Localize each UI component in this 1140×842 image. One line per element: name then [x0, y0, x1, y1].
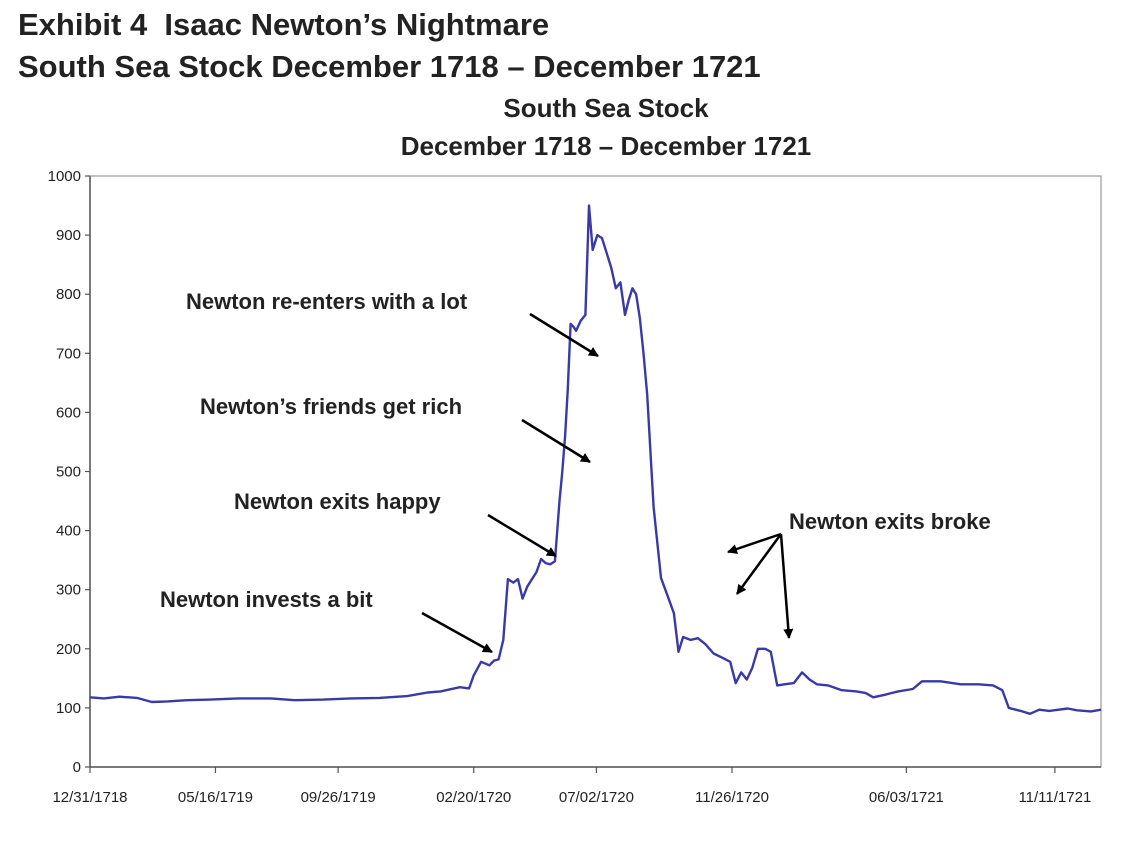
chart-title-line-1: South Sea Stock	[503, 93, 709, 123]
plot-area-frame	[89, 175, 1102, 768]
series-line-south-sea-stock	[89, 204, 1102, 715]
annotation-friends-get-rich-label: Newton’s friends get rich	[200, 394, 462, 419]
y-tick-label: 600	[56, 404, 81, 421]
y-tick-label: 200	[56, 641, 81, 658]
y-tick-label: 0	[73, 759, 81, 776]
annotation-re-enters-label: Newton re-enters with a lot	[186, 289, 468, 314]
annotation-exits-happy-arrow	[487, 513, 557, 558]
x-tick-label: 09/26/1719	[301, 789, 376, 806]
y-tick-label: 400	[56, 523, 81, 540]
y-tick-label: 1000	[48, 168, 81, 185]
annotation-exits-broke-label: Newton exits broke	[789, 509, 991, 534]
annotation-re-enters: Newton re-enters with a lot	[186, 289, 599, 358]
exhibit-title-line-2: South Sea Stock December 1718 – December…	[18, 49, 761, 84]
y-tick-label: 100	[56, 700, 81, 717]
y-tick-label: 900	[56, 227, 81, 244]
annotation-exits-happy: Newton exits happy	[234, 489, 557, 558]
annotation-invests-a-bit-label: Newton invests a bit	[160, 587, 373, 612]
y-tick-label: 300	[56, 582, 81, 599]
annotation-friends-get-rich: Newton’s friends get rich	[200, 394, 591, 464]
x-tick-label: 06/03/1721	[869, 789, 944, 806]
annotation-re-enters-arrow	[529, 312, 599, 358]
x-tick-label: 11/26/1720	[695, 789, 769, 806]
annotation-exits-happy-label: Newton exits happy	[234, 489, 441, 514]
annotation-exits-broke-arrow-3	[779, 533, 794, 639]
y-tick-label: 700	[56, 345, 81, 362]
x-tick-label: 07/02/1720	[559, 789, 634, 806]
x-tick-label: 02/20/1720	[436, 789, 511, 806]
y-tick-label: 800	[56, 286, 81, 303]
annotation-invests-a-bit-arrow	[421, 611, 493, 654]
y-axis-ticks: 0 100 200 300 400 500 600 700 800 900 1000	[48, 168, 90, 776]
exhibit-title-line-1: Exhibit 4 Isaac Newton’s Nightmare	[18, 7, 550, 42]
x-tick-label: 12/31/1718	[52, 789, 127, 806]
annotation-exits-broke-arrow-1	[727, 532, 782, 554]
annotation-invests-a-bit: Newton invests a bit	[160, 587, 493, 654]
y-tick-label: 500	[56, 464, 81, 481]
x-tick-label: 11/11/1721	[1018, 789, 1091, 806]
x-tick-label: 05/16/1719	[178, 789, 253, 806]
chart-title-line-2: December 1718 – December 1721	[401, 131, 812, 161]
exhibit-title: Exhibit 4 Isaac Newton’s Nightmare South…	[18, 4, 761, 88]
annotation-friends-get-rich-arrow	[521, 418, 591, 464]
x-axis-ticks: 12/31/1718 05/16/1719 09/26/1719 02/20/1720…	[52, 767, 1091, 806]
annotation-exits-broke-arrow-2	[735, 533, 783, 595]
annotation-exits-broke: Newton exits broke	[727, 509, 991, 639]
